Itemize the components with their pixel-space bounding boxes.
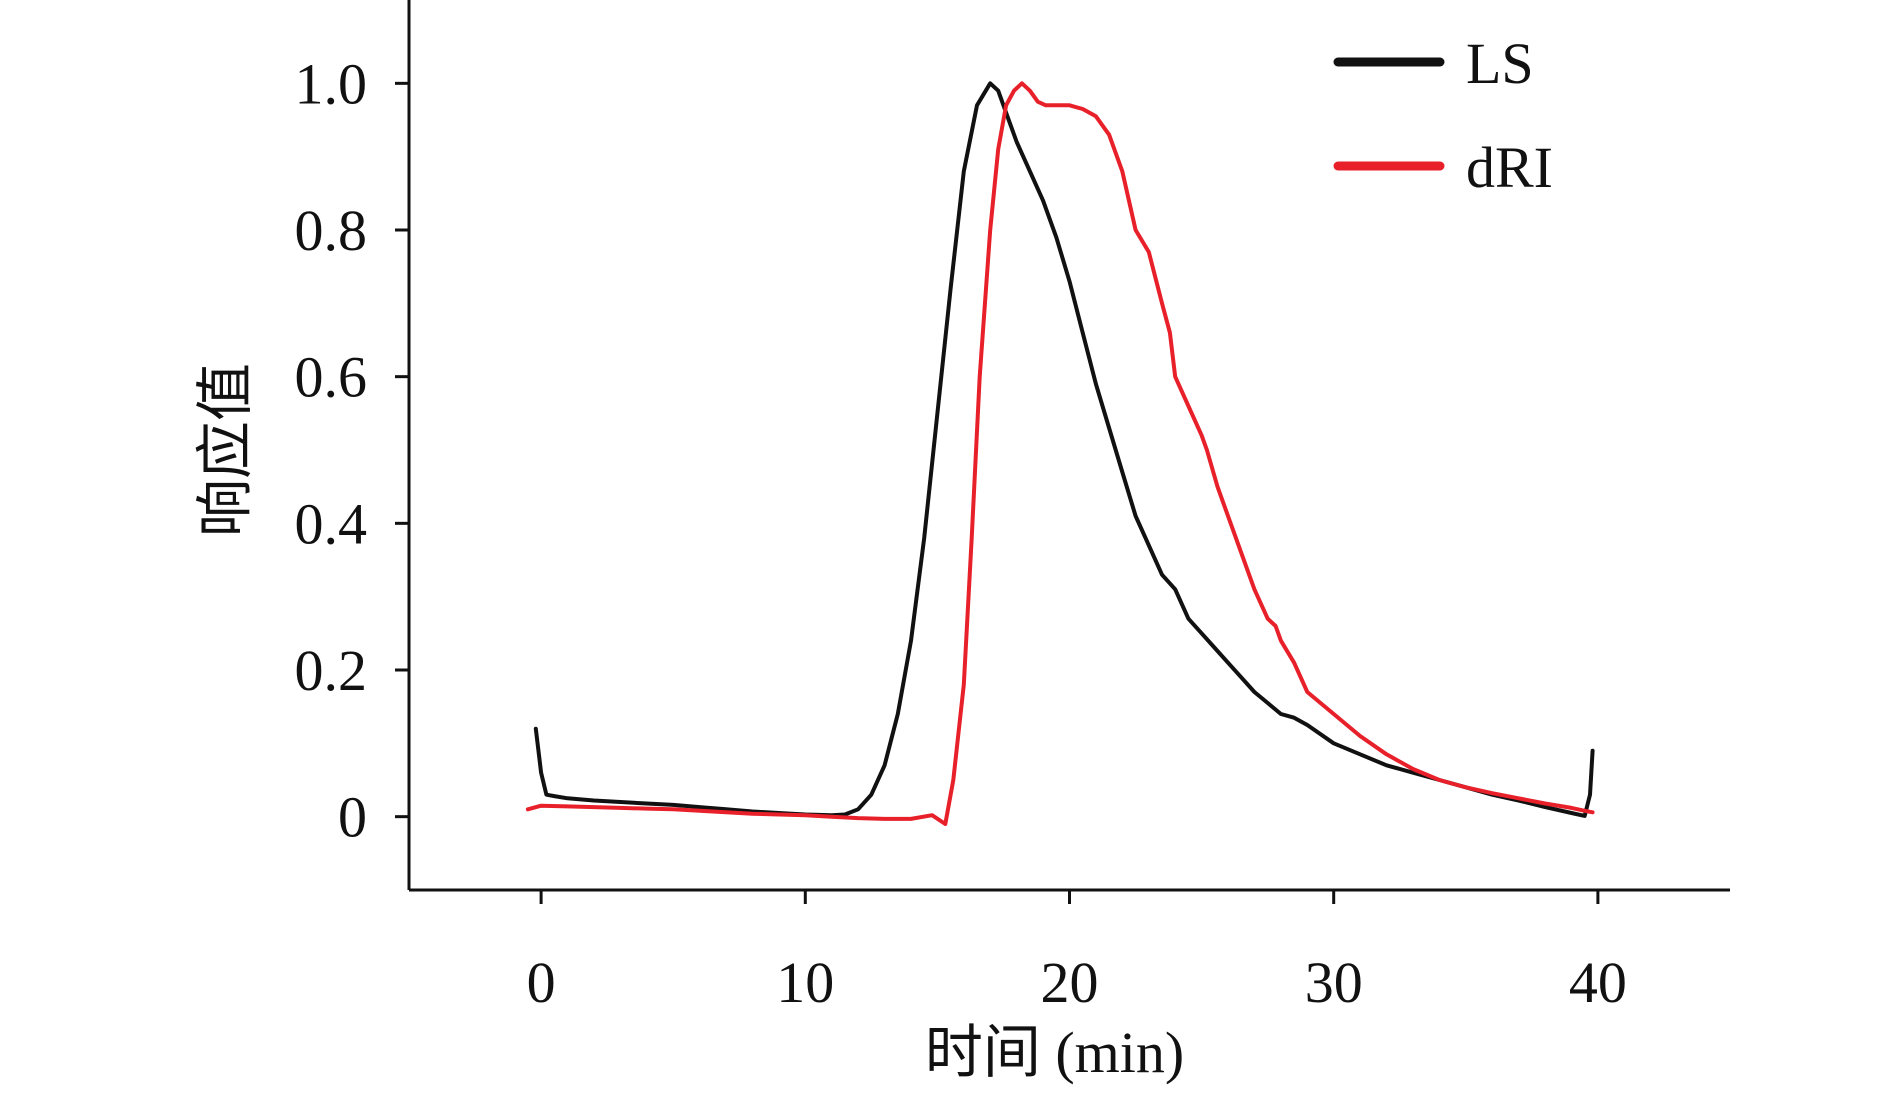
y-tick-label: 0.6 (295, 345, 368, 410)
series-line-ls (533, 81, 1595, 818)
y-tick-label: 0 (338, 785, 367, 850)
series-layer (525, 81, 1595, 826)
y-tick-label: 0.4 (295, 491, 368, 556)
legend-label-ls: LS (1466, 31, 1534, 96)
x-tick-label: 20 (1041, 950, 1099, 1015)
y-axis-title: 响应值 (193, 363, 258, 537)
legend-label-dri: dRI (1466, 135, 1553, 200)
legend: LS dRI (1333, 31, 1553, 200)
x-tick-label: 40 (1569, 950, 1627, 1015)
series-line-dri (525, 81, 1595, 826)
y-tick-label: 0.8 (295, 198, 368, 263)
x-axis-title: 时间 (min) (925, 1020, 1184, 1085)
y-tick-label: 0.2 (295, 638, 368, 703)
x-tick-label: 30 (1305, 950, 1363, 1015)
y-tick-label: 1.0 (295, 51, 368, 116)
x-tick-label: 10 (776, 950, 834, 1015)
axes: 0 10 20 30 40 0 0.2 0.4 0.6 0.8 1.0 (295, 0, 1730, 1015)
x-tick-label: 0 (527, 950, 556, 1015)
